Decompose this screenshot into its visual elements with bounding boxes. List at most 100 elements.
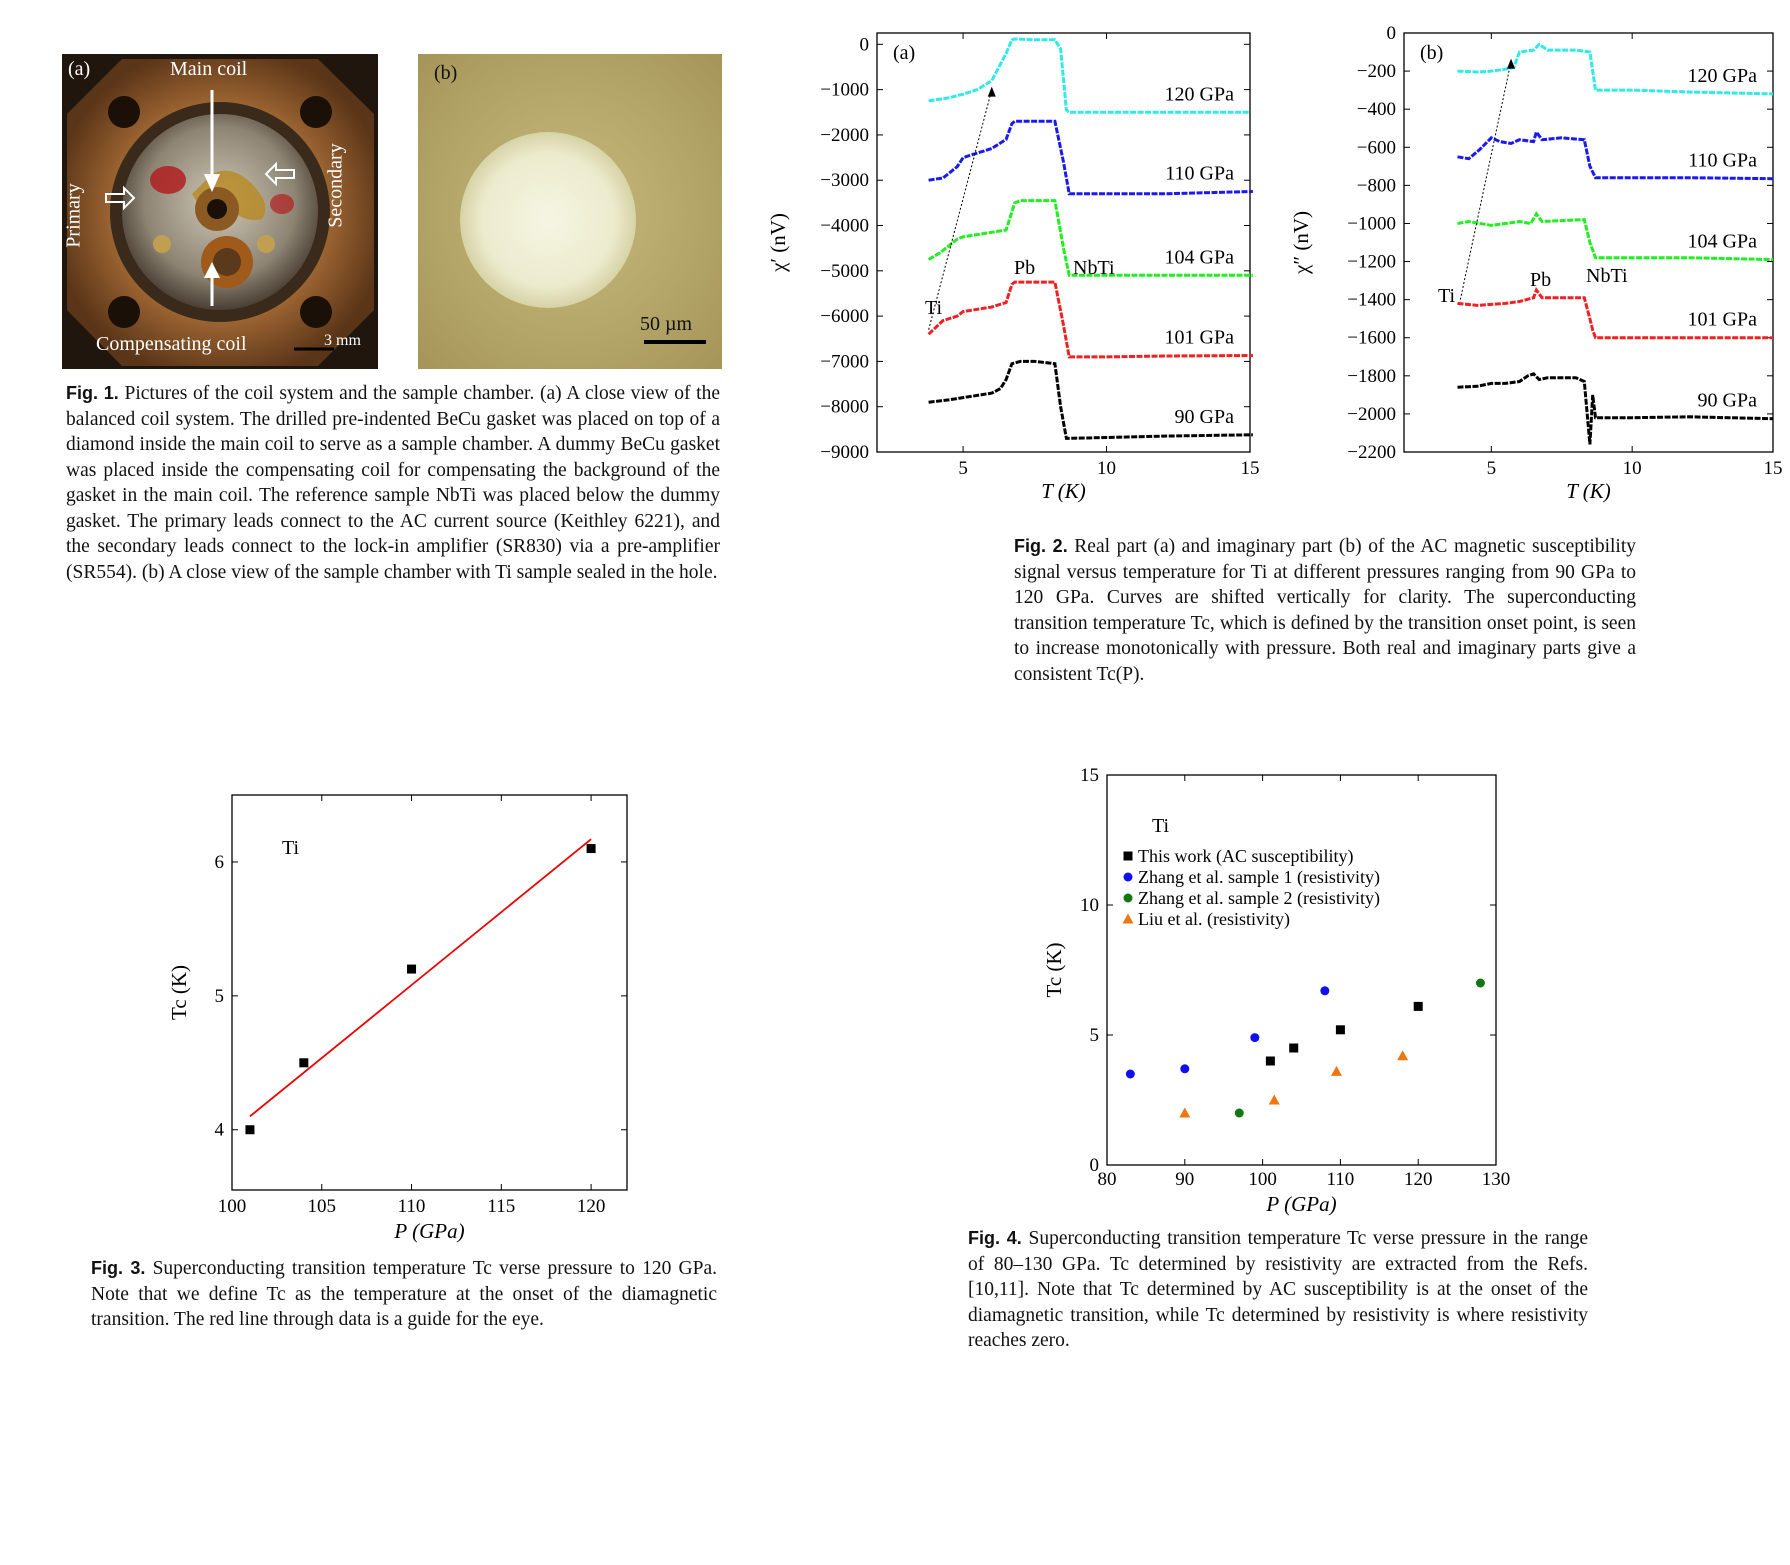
- annotation-nbti: NbTi: [1073, 257, 1115, 279]
- fig1a-tag: (a): [68, 58, 91, 80]
- series-label: 110 GPa: [1688, 150, 1757, 172]
- panel-label: (a): [893, 42, 915, 64]
- y-tick-label: −1200: [1347, 252, 1396, 273]
- annotation-ti: Ti: [1438, 285, 1456, 307]
- y-tick-label: 5: [1090, 1025, 1100, 1046]
- data-point: [1331, 1065, 1343, 1076]
- fig4-caption-text: Superconducting transition temperature T…: [968, 1228, 1589, 1351]
- legend-entry: Zhang et al. sample 1 (resistivity): [1138, 867, 1380, 888]
- fig4-caption: Fig. 4. Superconducting transition tempe…: [968, 1226, 1588, 1354]
- y-tick-label: −1000: [1347, 213, 1396, 234]
- fit-line: [249, 838, 592, 1118]
- fig3-caption-text: Superconducting transition temperature T…: [91, 1258, 717, 1330]
- annotation-pb: Pb: [1530, 269, 1551, 291]
- y-tick-label: −1800: [1347, 366, 1396, 387]
- tc-guide-arrow: [1459, 61, 1512, 300]
- legend-marker: [1335, 1025, 1345, 1035]
- series-label: 104 GPa: [1688, 231, 1758, 253]
- x-tick-label: 120: [577, 1196, 606, 1217]
- legend-marker: [1289, 1043, 1299, 1053]
- y-tick-label: −2000: [820, 125, 869, 146]
- y-tick-label: −600: [1357, 137, 1396, 158]
- series-label: 101 GPa: [1165, 327, 1235, 349]
- plot-frame: [1403, 32, 1774, 453]
- data-point: [1125, 1069, 1135, 1079]
- fig2-caption-label: Fig. 2.: [1014, 536, 1068, 556]
- x-tick-label: 100: [1248, 1169, 1277, 1190]
- data-point: [1475, 978, 1485, 988]
- fig1b-photo: (b) 50 µm: [418, 54, 722, 369]
- series-line: [928, 37, 1250, 114]
- series-label: 110 GPa: [1165, 163, 1234, 185]
- y-tick-label: −200: [1357, 61, 1396, 82]
- legend-entry: Liu et al. (resistivity): [1138, 909, 1290, 930]
- legend-title: Ti: [1152, 815, 1170, 837]
- x-tick-label: 15: [1764, 458, 1783, 479]
- legend-marker: [1123, 851, 1133, 861]
- x-tick-label: 100: [218, 1196, 247, 1217]
- fig2a-chart: 5 10 15 0 −1000 −2000 −3000 −4000 −5000 −6000 −700…: [766, 32, 1260, 503]
- panel-label: (b): [1420, 42, 1443, 64]
- x-tick-label: 90: [1175, 1169, 1194, 1190]
- annotation-nbti: NbTi: [1586, 265, 1628, 287]
- fig2-caption-text: Real part (a) and imaginary part (b) of …: [1014, 536, 1637, 685]
- series-line: [1457, 211, 1774, 262]
- y-tick-label: −1000: [820, 80, 869, 101]
- annotation-ti: Ti: [925, 297, 943, 319]
- fig2b-chart: 5 10 15 0 −200 −400 −600 −800 −1000 −1200 −1400 −16…: [1290, 23, 1783, 503]
- series-line: [928, 359, 1253, 440]
- plot-frame: [231, 794, 628, 1191]
- main-coil-label: Main coil: [170, 58, 248, 80]
- legend-entry: This work (AC susceptibility): [1138, 846, 1353, 867]
- y-tick-label: −7000: [820, 351, 869, 372]
- plot-frame: [876, 32, 1251, 453]
- x-tick-label: 10: [1623, 458, 1642, 479]
- y-tick-label: −6000: [820, 306, 869, 327]
- y-tick-label: −1400: [1347, 290, 1396, 311]
- fig1-caption: Fig. 1. Pictures of the coil system and …: [66, 381, 720, 585]
- series-line: [927, 199, 1253, 277]
- y-tick-label: −2000: [1347, 404, 1396, 425]
- x-tick-label: 105: [308, 1196, 337, 1217]
- y-tick-label: −800: [1357, 175, 1396, 196]
- primary-label: Primary: [62, 183, 85, 248]
- arrow-head: [1507, 58, 1516, 69]
- x-tick-label: 5: [1487, 458, 1497, 479]
- y-tick-label: 4: [215, 1120, 225, 1141]
- y-tick-label: 10: [1080, 895, 1099, 916]
- compensating-coil-label: Compensating coil: [96, 333, 247, 355]
- y-axis-label: χ″ (nV): [1290, 211, 1313, 275]
- y-tick-label: 0: [1387, 23, 1397, 44]
- series-label: 101 GPa: [1688, 309, 1758, 331]
- x-axis-label: T (K): [1041, 479, 1086, 503]
- annotation-pb: Pb: [1014, 257, 1035, 279]
- data-point: [1397, 1050, 1409, 1061]
- legend-marker: [1123, 893, 1133, 903]
- legend-entry: Zhang et al. sample 2 (resistivity): [1138, 888, 1380, 909]
- fig3-caption-label: Fig. 3.: [91, 1258, 146, 1278]
- y-tick-label: −1600: [1347, 328, 1396, 349]
- arrow-head: [987, 86, 996, 97]
- fig1-caption-text: Pictures of the coil system and the samp…: [66, 383, 721, 583]
- y-tick-label: −8000: [820, 397, 869, 418]
- x-axis-label: P (GPa): [393, 1219, 464, 1243]
- x-axis-label: T (K): [1566, 479, 1611, 503]
- y-axis-label: Tc (K): [1042, 942, 1066, 997]
- x-tick-label: 80: [1098, 1169, 1117, 1190]
- fig1a-photo: (a) Main coil Primary Secondary Compensa…: [62, 54, 378, 369]
- plot-frame: [1106, 774, 1497, 1166]
- legend-marker: [1413, 1001, 1423, 1011]
- series-line: [1457, 128, 1774, 181]
- coil-system-photo: [62, 54, 378, 369]
- series-line: [927, 280, 1253, 359]
- data-point: [1180, 1064, 1190, 1074]
- fig4-chart: 80 90 100 110 120 130 0 5 10 15 P (GPa) Tc (K) Ti Thi…: [1042, 765, 1510, 1216]
- scale-bar-label: 3 mm: [324, 332, 361, 349]
- series-label: 90 GPa: [1175, 406, 1235, 428]
- secondary-label: Secondary: [324, 143, 347, 228]
- y-tick-label: −400: [1357, 99, 1396, 120]
- y-tick-label: 6: [215, 852, 225, 873]
- x-tick-label: 5: [958, 458, 968, 479]
- fig1b-tag: (b): [434, 62, 458, 84]
- data-point: [1320, 986, 1330, 996]
